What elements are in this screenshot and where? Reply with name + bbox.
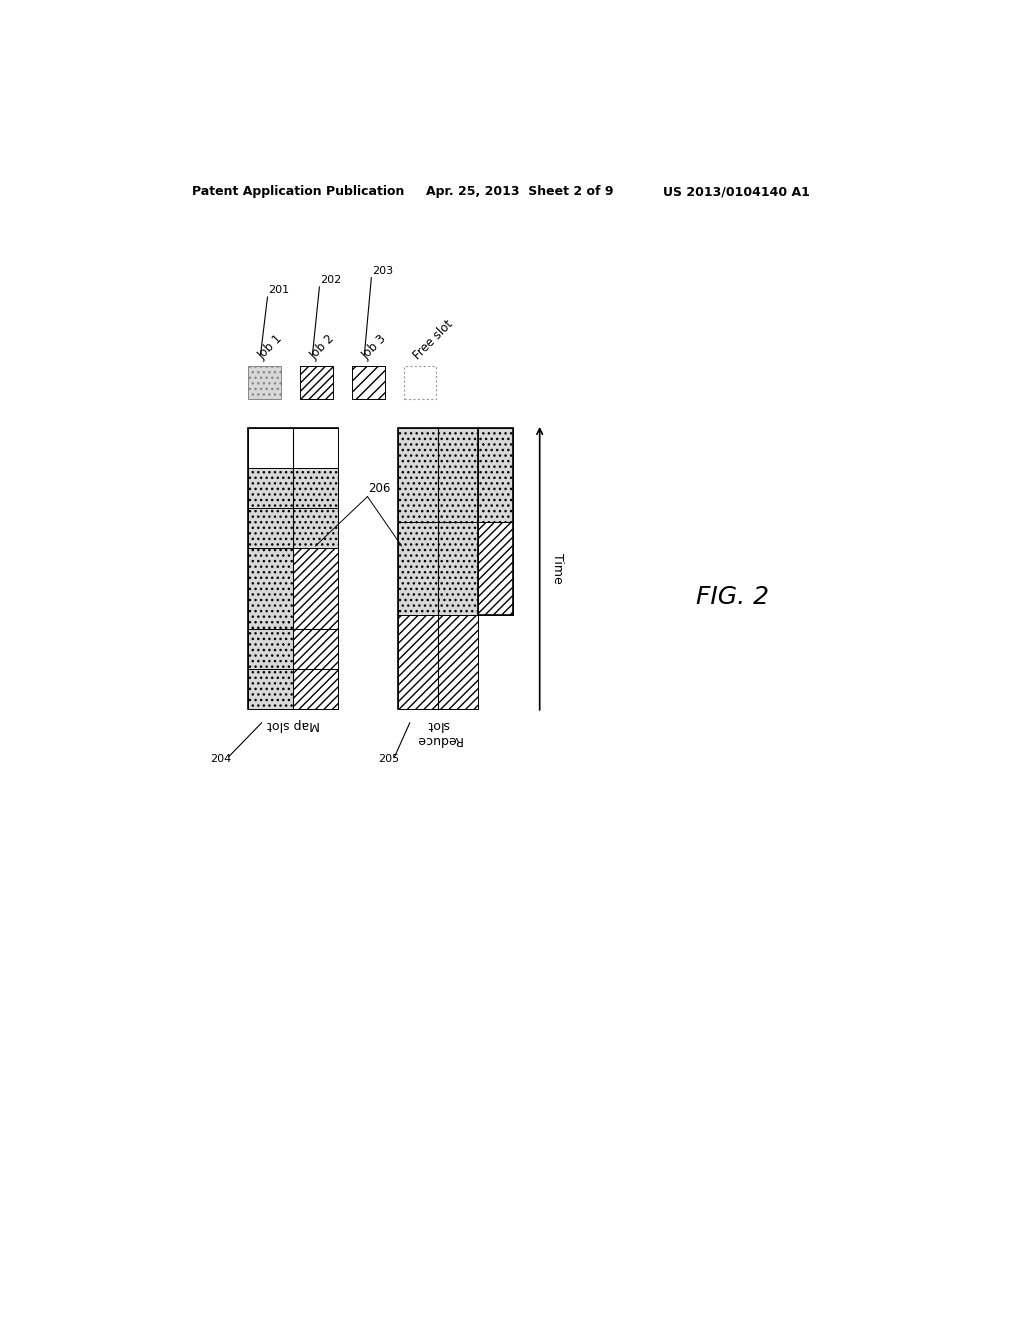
Text: Time: Time: [551, 553, 563, 583]
Text: FIG. 2: FIG. 2: [696, 585, 769, 610]
FancyBboxPatch shape: [248, 469, 293, 508]
Text: Job 1: Job 1: [255, 331, 285, 362]
FancyBboxPatch shape: [300, 367, 333, 399]
FancyBboxPatch shape: [248, 508, 293, 548]
FancyBboxPatch shape: [248, 428, 293, 469]
FancyBboxPatch shape: [248, 367, 281, 399]
FancyBboxPatch shape: [293, 548, 338, 628]
Text: 204: 204: [210, 754, 231, 764]
Text: Reduce
slot: Reduce slot: [415, 718, 462, 746]
Text: Job 2: Job 2: [307, 331, 337, 362]
Text: 202: 202: [321, 276, 341, 285]
FancyBboxPatch shape: [293, 508, 338, 548]
Text: 206: 206: [369, 482, 390, 495]
FancyBboxPatch shape: [248, 669, 293, 709]
Text: 201: 201: [268, 285, 290, 296]
FancyBboxPatch shape: [293, 628, 338, 669]
FancyBboxPatch shape: [397, 428, 438, 615]
FancyBboxPatch shape: [248, 628, 293, 669]
Text: Free slot: Free slot: [411, 317, 456, 362]
Text: 203: 203: [372, 267, 393, 276]
FancyBboxPatch shape: [438, 615, 478, 709]
Text: Patent Application Publication: Patent Application Publication: [191, 185, 403, 198]
FancyBboxPatch shape: [397, 615, 438, 709]
FancyBboxPatch shape: [293, 469, 338, 508]
FancyBboxPatch shape: [248, 548, 293, 628]
FancyBboxPatch shape: [438, 428, 478, 615]
Text: 205: 205: [378, 754, 399, 764]
FancyBboxPatch shape: [352, 367, 385, 399]
FancyBboxPatch shape: [478, 521, 513, 615]
Text: Map slot: Map slot: [266, 718, 319, 731]
Text: Job 3: Job 3: [359, 331, 389, 362]
FancyBboxPatch shape: [293, 669, 338, 709]
FancyBboxPatch shape: [478, 428, 513, 521]
Text: Apr. 25, 2013  Sheet 2 of 9: Apr. 25, 2013 Sheet 2 of 9: [426, 185, 613, 198]
Text: US 2013/0104140 A1: US 2013/0104140 A1: [663, 185, 810, 198]
FancyBboxPatch shape: [293, 428, 338, 469]
FancyBboxPatch shape: [403, 367, 436, 399]
